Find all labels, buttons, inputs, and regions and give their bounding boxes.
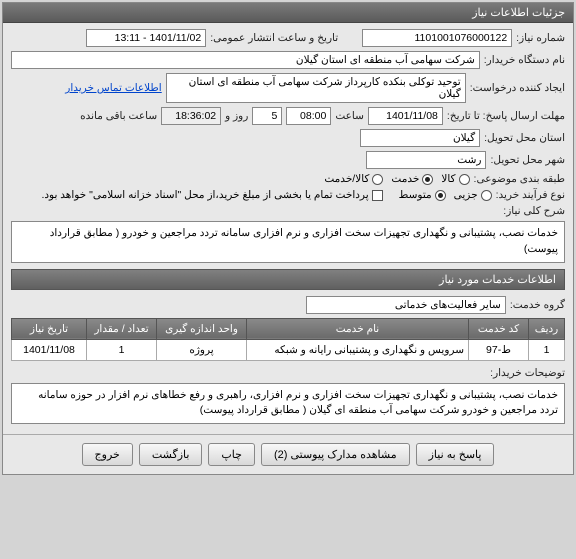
col-row-no: ردیف <box>529 318 565 339</box>
row-general-desc: شرح کلی نیاز: خدمات نصب، پشتیبانی و نگهد… <box>11 205 565 263</box>
col-date: تاریخ نیاز <box>12 318 87 339</box>
table-header-row: ردیف کد خدمت نام خدمت واحد اندازه گیری ت… <box>12 318 565 339</box>
deadline-time: 08:00 <box>286 107 331 125</box>
remain-label: ساعت باقی مانده <box>80 110 157 122</box>
attachments-button[interactable]: مشاهده مدارک پیوستی (2) <box>261 443 410 466</box>
radio-partial-label: جزیی <box>454 189 478 201</box>
remain-time: 18:36:02 <box>161 107 221 125</box>
radio-icon <box>459 174 470 185</box>
checkbox-icon <box>372 190 383 201</box>
buyer-notes-value: خدمات نصب، پشتیبانی و نگهداری تجهیزات سخ… <box>11 383 565 425</box>
main-panel: جزئیات اطلاعات نیاز شماره نیاز: 11010010… <box>2 2 574 475</box>
services-table: ردیف کد خدمت نام خدمت واحد اندازه گیری ت… <box>11 318 565 361</box>
need-no-value: 1101001076000122 <box>362 29 512 47</box>
cell-row-no: 1 <box>529 339 565 360</box>
table-row: 1 ط-97 سرویس و نگهداری و پشتیبانی رایانه… <box>12 339 565 360</box>
subject-class-label: طبقه بندی موضوعی: <box>474 173 565 185</box>
respond-button[interactable]: پاسخ به نیاز <box>416 443 495 466</box>
radio-goods[interactable]: کالا <box>441 173 469 185</box>
row-service-group: گروه خدمت: سایر فعالیت‌های خدماتی <box>11 296 565 314</box>
province-value: گیلان <box>360 129 480 147</box>
buyer-notes-label: توضیحات خریدار: <box>485 367 565 379</box>
days-value: 5 <box>252 107 282 125</box>
cell-date: 1401/11/08 <box>12 339 87 360</box>
radio-icon <box>481 190 492 201</box>
deadline-date: 1401/11/08 <box>368 107 443 125</box>
services-header: اطلاعات خدمات مورد نیاز <box>11 269 565 290</box>
service-group-label: گروه خدمت: <box>510 299 565 311</box>
general-desc-label: شرح کلی نیاز: <box>495 205 565 217</box>
button-row: پاسخ به نیاز مشاهده مدارک پیوستی (2) چاپ… <box>3 434 573 474</box>
process-radio-group: جزیی متوسط <box>399 189 492 201</box>
panel-body: شماره نیاز: 1101001076000122 تاریخ و ساع… <box>3 23 573 434</box>
radio-medium-label: متوسط <box>399 189 432 201</box>
radio-service[interactable]: خدمت <box>391 173 433 185</box>
radio-partial[interactable]: جزیی <box>454 189 492 201</box>
province-label: استان محل تحویل: <box>484 132 565 144</box>
exit-button[interactable]: خروج <box>82 443 133 466</box>
print-button[interactable]: چاپ <box>208 443 255 466</box>
row-city: شهر محل تحویل: رشت <box>11 151 565 169</box>
city-value: رشت <box>366 151 486 169</box>
radio-service-label: خدمت <box>391 173 419 185</box>
col-unit: واحد اندازه گیری <box>157 318 247 339</box>
back-button[interactable]: بازگشت <box>139 443 203 466</box>
requester-value: توحید توکلی بنکده کارپرداز شرکت سهامی آب… <box>166 73 466 103</box>
radio-goods-label: کالا <box>441 173 455 185</box>
city-label: شهر محل تحویل: <box>490 154 565 166</box>
days-label: روز و <box>225 110 248 122</box>
general-desc-value: خدمات نصب، پشتیبانی و نگهداری تجهیزات سخ… <box>11 221 565 263</box>
radio-goods-service[interactable]: کالا/خدمت <box>324 173 383 185</box>
public-datetime-value: 1401/11/02 - 13:11 <box>86 29 206 47</box>
row-province: استان محل تحویل: گیلان <box>11 129 565 147</box>
radio-icon <box>422 174 433 185</box>
row-deadline: مهلت ارسال پاسخ: تا تاریخ: 1401/11/08 سا… <box>11 107 565 125</box>
need-no-label: شماره نیاز: <box>516 32 565 44</box>
cell-code: ط-97 <box>469 339 529 360</box>
cell-unit: پروژه <box>157 339 247 360</box>
requester-label: ایجاد کننده درخواست: <box>470 82 565 94</box>
row-buyer-notes: توضیحات خریدار: خدمات نصب، پشتیبانی و نگ… <box>11 367 565 425</box>
cell-name: سرویس و نگهداری و پشتیبانی رایانه و شبکه <box>247 339 469 360</box>
col-code: کد خدمت <box>469 318 529 339</box>
buyer-org-value: شرکت سهامی آب منطقه ای استان گیلان <box>11 51 480 69</box>
col-name: نام خدمت <box>247 318 469 339</box>
panel-title: جزئیات اطلاعات نیاز <box>3 3 573 23</box>
row-need-no: شماره نیاز: 1101001076000122 تاریخ و ساع… <box>11 29 565 47</box>
subject-radio-group: کالا خدمت کالا/خدمت <box>324 173 469 185</box>
check-partial-pay-label: پرداخت تمام یا بخشی از مبلغ خرید،از محل … <box>41 189 368 201</box>
row-process-type: نوع فرآیند خرید: جزیی متوسط پرداخت تمام … <box>11 189 565 201</box>
radio-medium[interactable]: متوسط <box>399 189 446 201</box>
cell-qty: 1 <box>87 339 157 360</box>
deadline-label: مهلت ارسال پاسخ: تا تاریخ: <box>447 110 565 122</box>
radio-icon <box>435 190 446 201</box>
contact-link[interactable]: اطلاعات تماس خریدار <box>65 82 161 94</box>
row-requester: ایجاد کننده درخواست: توحید توکلی بنکده ک… <box>11 73 565 103</box>
buyer-org-label: نام دستگاه خریدار: <box>484 54 565 66</box>
time-label-1: ساعت <box>335 110 364 122</box>
public-datetime-label: تاریخ و ساعت انتشار عمومی: <box>210 32 338 44</box>
radio-goods-service-label: کالا/خدمت <box>324 173 369 185</box>
process-type-label: نوع فرآیند خرید: <box>496 189 565 201</box>
row-buyer-org: نام دستگاه خریدار: شرکت سهامی آب منطقه ا… <box>11 51 565 69</box>
row-subject-class: طبقه بندی موضوعی: کالا خدمت کالا/خدمت <box>11 173 565 185</box>
col-qty: تعداد / مقدار <box>87 318 157 339</box>
radio-icon <box>372 174 383 185</box>
check-partial-pay[interactable]: پرداخت تمام یا بخشی از مبلغ خرید،از محل … <box>41 189 382 201</box>
service-group-value: سایر فعالیت‌های خدماتی <box>306 296 506 314</box>
